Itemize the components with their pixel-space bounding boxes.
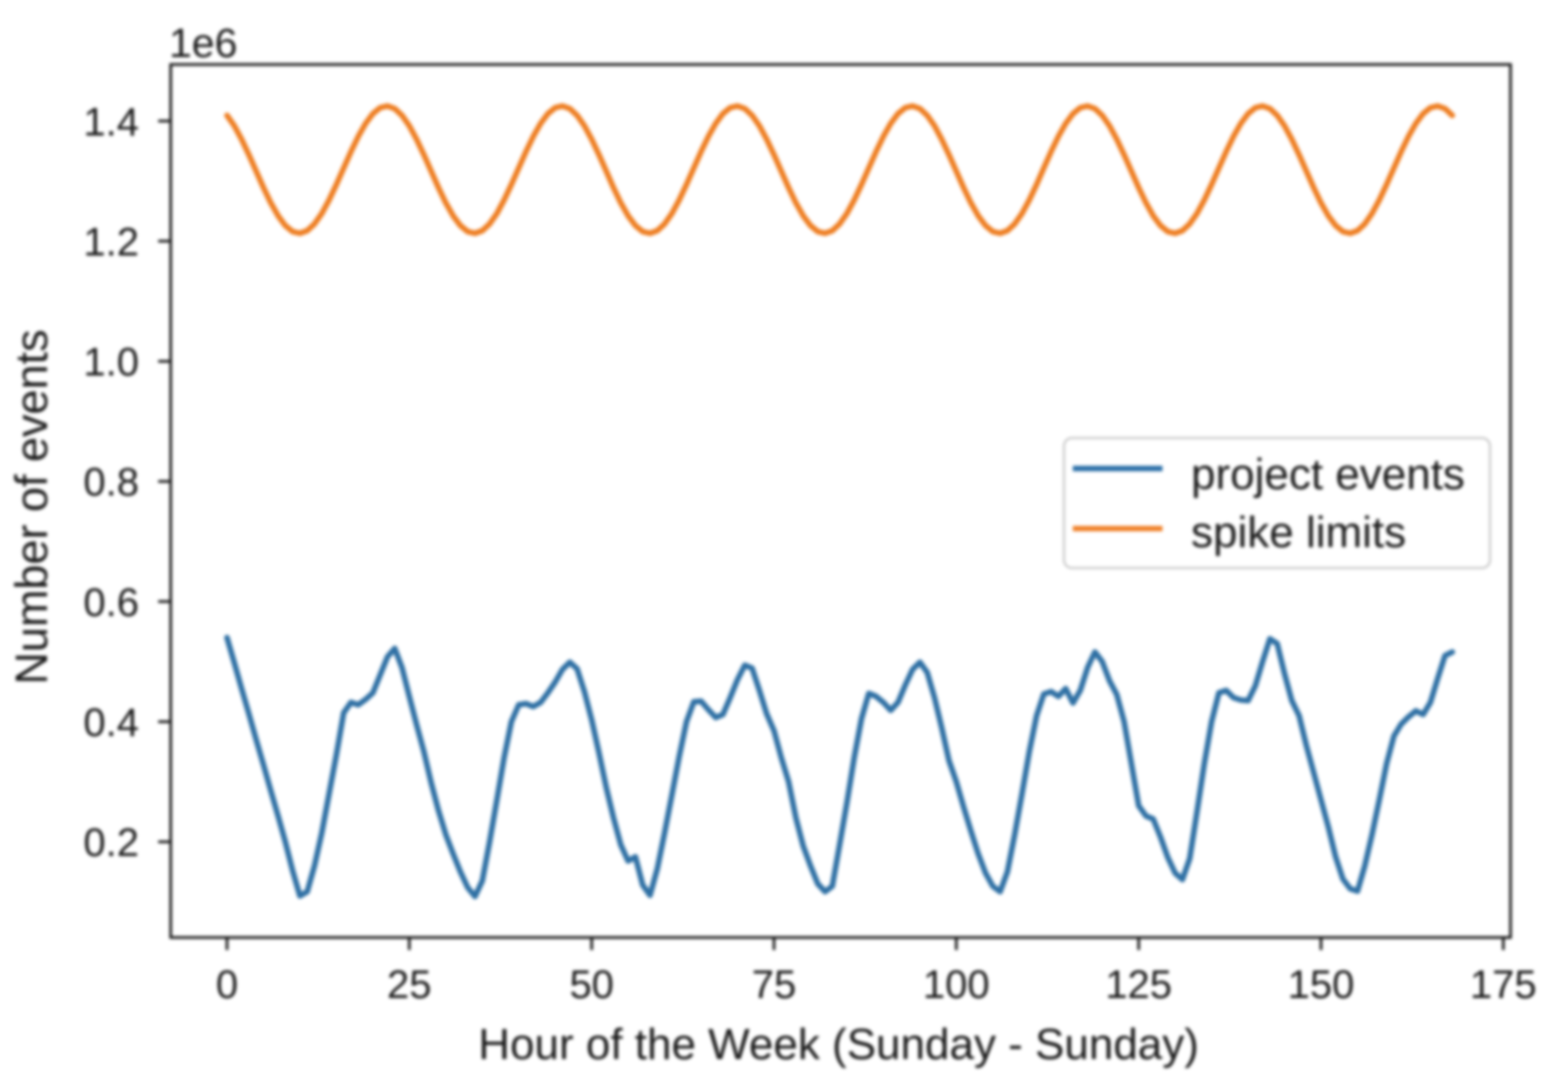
svg-text:Number of events: Number of events <box>6 329 57 684</box>
svg-text:0: 0 <box>216 963 238 1007</box>
svg-text:75: 75 <box>752 963 797 1007</box>
svg-text:150: 150 <box>1288 963 1355 1007</box>
svg-text:1.0: 1.0 <box>83 341 139 385</box>
svg-text:0.2: 0.2 <box>83 821 139 865</box>
svg-text:25: 25 <box>387 963 432 1007</box>
svg-text:spike limits: spike limits <box>1191 508 1406 557</box>
svg-text:100: 100 <box>923 963 990 1007</box>
svg-text:Hour of the Week (Sunday - Sun: Hour of the Week (Sunday - Sunday) <box>478 1020 1199 1069</box>
svg-text:0.8: 0.8 <box>83 461 139 505</box>
svg-text:125: 125 <box>1105 963 1172 1007</box>
svg-text:1.4: 1.4 <box>83 100 139 144</box>
svg-text:0.4: 0.4 <box>83 701 139 745</box>
svg-text:1e6: 1e6 <box>169 20 237 66</box>
svg-text:0.6: 0.6 <box>83 581 139 625</box>
svg-text:175: 175 <box>1470 963 1537 1007</box>
svg-text:1.2: 1.2 <box>83 220 139 264</box>
svg-text:50: 50 <box>569 963 614 1007</box>
svg-text:project events: project events <box>1191 450 1465 499</box>
